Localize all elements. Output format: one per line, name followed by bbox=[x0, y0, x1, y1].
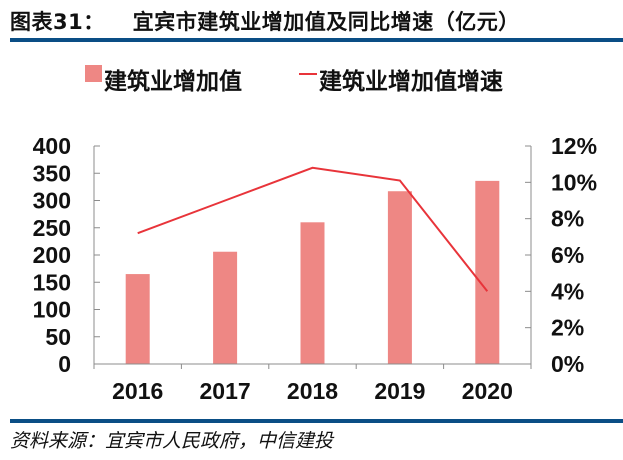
bar bbox=[475, 180, 500, 364]
growth-line bbox=[137, 166, 489, 292]
x-axis-tick-label: 2020 bbox=[462, 378, 513, 404]
x-axis: 2016 2017 2018 2019 2020 bbox=[93, 363, 532, 404]
line-series bbox=[137, 166, 489, 292]
left-axis-tick-label: 350 bbox=[33, 160, 71, 186]
left-axis-tick-label: 150 bbox=[33, 269, 71, 295]
chart: 建筑业增加值 建筑业增加值增速 050100150200250300350400 … bbox=[33, 65, 597, 404]
legend-bar-swatch bbox=[85, 65, 102, 82]
left-axis-tick-label: 100 bbox=[33, 297, 71, 323]
bottom-rule bbox=[10, 419, 623, 423]
left-axis-tick-label: 250 bbox=[33, 215, 71, 241]
bar bbox=[213, 251, 238, 364]
x-axis-tick-label: 2016 bbox=[112, 378, 163, 404]
right-axis-tick-label: 2% bbox=[551, 315, 584, 341]
legend: 建筑业增加值 建筑业增加值增速 bbox=[85, 65, 503, 95]
right-axis-tick-label: 6% bbox=[551, 242, 584, 268]
bar bbox=[125, 274, 150, 364]
bar bbox=[387, 191, 412, 364]
left-axis-tick-label: 200 bbox=[33, 242, 71, 268]
left-axis-tick-label: 50 bbox=[45, 324, 71, 350]
right-axis-tick-label: 0% bbox=[551, 351, 584, 377]
x-axis-tick-label: 2018 bbox=[287, 378, 338, 404]
figure-title: 图表31： 宜宾市建筑业增加值及同比增速（亿元） bbox=[10, 6, 520, 36]
legend-line-label: 建筑业增加值增速 bbox=[319, 68, 503, 95]
left-axis-tick-label: 400 bbox=[33, 133, 71, 159]
x-axis-tick-label: 2017 bbox=[200, 378, 251, 404]
bar-series bbox=[125, 180, 500, 364]
figure-title-text: 宜宾市建筑业增加值及同比增速（亿元） bbox=[132, 10, 520, 34]
source-note: 资料来源：宜宾市人民政府，中信建投 bbox=[10, 430, 334, 452]
right-axis-tick-label: 10% bbox=[551, 169, 597, 195]
bar bbox=[300, 222, 325, 364]
figure-label: 图表31： bbox=[10, 10, 105, 34]
right-axis-tick-label: 12% bbox=[551, 133, 597, 159]
left-axis-tick-label: 0 bbox=[58, 351, 71, 377]
right-axis-tick-label: 8% bbox=[551, 206, 584, 232]
x-axis-tick-label: 2019 bbox=[374, 378, 425, 404]
legend-bar-label: 建筑业增加值 bbox=[104, 68, 242, 95]
right-axis: 0% 2% 4% 6% 8% 10% 12% bbox=[525, 133, 597, 377]
right-axis-tick-label: 4% bbox=[551, 278, 584, 304]
top-rule bbox=[10, 38, 623, 42]
left-axis-tick-label: 300 bbox=[33, 188, 71, 214]
